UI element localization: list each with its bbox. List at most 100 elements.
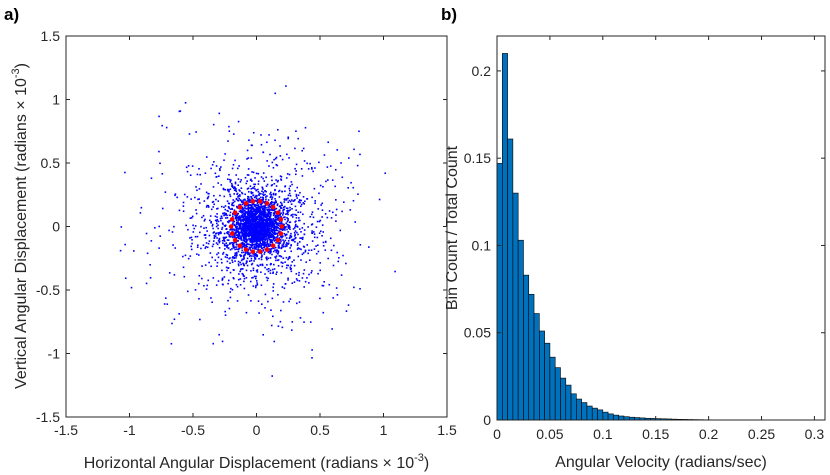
scatter-point: [243, 198, 246, 201]
scatter-point: [191, 242, 193, 245]
scatter-point: [237, 219, 240, 221]
scatter-point: [254, 222, 257, 225]
scatter-point: [326, 166, 329, 168]
scatter-point: [250, 178, 252, 181]
scatter-point: [272, 250, 275, 253]
scatter-point: [280, 255, 283, 258]
scatter-point: [276, 180, 279, 183]
scatter-point: [258, 230, 261, 232]
scatter-point: [266, 219, 268, 222]
scatter-point: [286, 216, 288, 219]
scatter-point: [196, 173, 199, 176]
scatter-point: [254, 236, 256, 238]
scatter-point: [232, 256, 234, 258]
scatter-point: [221, 222, 224, 225]
scatter-point: [255, 208, 257, 211]
scatter-point: [227, 178, 229, 181]
scatter-point: [222, 223, 224, 225]
scatter-point: [277, 247, 280, 249]
scatter-point: [261, 263, 264, 266]
scatter-point: [288, 237, 291, 240]
scatter-point: [247, 174, 250, 176]
scatter-point: [254, 277, 257, 280]
scatter-point: [291, 214, 293, 216]
scatter-point: [254, 253, 257, 255]
scatter-point: [243, 228, 246, 230]
scatter-point: [260, 206, 263, 209]
scatter-point: [295, 209, 297, 211]
scatter-point: [266, 233, 268, 235]
scatter-point: [228, 235, 231, 238]
reference-circle-dot: [264, 201, 270, 206]
scatter-point: [254, 216, 256, 218]
scatter-point: [253, 196, 256, 199]
scatter-point: [271, 198, 273, 201]
scatter-point: [273, 219, 275, 221]
scatter-point: [211, 225, 214, 227]
scatter-point: [279, 175, 282, 177]
scatter-point: [257, 223, 260, 225]
scatter-point: [245, 240, 248, 242]
scatter-point: [308, 282, 310, 284]
scatter-point: [249, 210, 252, 212]
scatter-point: [261, 190, 263, 193]
scatter-point: [263, 242, 266, 245]
scatter-point: [278, 222, 281, 225]
scatter-point: [289, 209, 291, 211]
scatter-point: [220, 232, 222, 234]
scatter-point: [287, 225, 290, 228]
scatter-point: [205, 288, 208, 290]
scatter-point: [179, 110, 182, 112]
scatter-point: [310, 271, 313, 274]
scatter-point: [209, 215, 212, 217]
scatter-point: [286, 211, 289, 213]
scatter-point: [250, 187, 253, 190]
scatter-point: [237, 196, 239, 198]
scatter-point: [295, 278, 298, 280]
scatter-point: [314, 200, 316, 202]
scatter-point: [233, 209, 236, 211]
scatter-point: [350, 181, 352, 184]
scatter-point: [239, 278, 242, 280]
scatter-point: [270, 234, 273, 236]
scatter-point: [241, 228, 244, 231]
scatter-point: [255, 248, 258, 250]
scatter-point: [216, 261, 219, 264]
scatter-point: [247, 195, 249, 198]
scatter-point: [245, 221, 247, 224]
scatter-point: [236, 214, 239, 216]
reference-circle-dot: [257, 249, 263, 254]
scatter-point: [283, 287, 286, 290]
scatter-point: [258, 312, 260, 314]
scatter-point: [174, 194, 176, 197]
scatter-point: [244, 244, 247, 247]
scatter-point: [245, 220, 248, 223]
scatter-point: [186, 170, 189, 173]
scatter-point: [252, 230, 254, 233]
scatter-point: [203, 234, 206, 236]
scatter-point: [228, 307, 231, 310]
scatter-point: [294, 223, 297, 226]
scatter-point: [249, 240, 251, 243]
scatter-point: [282, 211, 285, 214]
scatter-point: [166, 303, 169, 305]
scatter-point: [265, 234, 268, 237]
scatter-point: [242, 251, 245, 254]
scatter-point: [209, 219, 211, 222]
scatter-point: [239, 261, 241, 264]
scatter-point: [307, 252, 309, 255]
scatter-point: [221, 239, 224, 242]
scatter-point: [311, 270, 313, 272]
scatter-point: [254, 232, 257, 235]
scatter-point: [267, 237, 270, 239]
scatter-point: [247, 196, 250, 198]
scatter-point: [270, 193, 273, 196]
scatter-point: [306, 244, 308, 246]
scatter-point: [250, 263, 253, 266]
scatter-point: [287, 136, 290, 139]
scatter-point: [269, 221, 272, 224]
scatter-point: [264, 230, 267, 233]
scatter-point: [217, 227, 219, 230]
scatter-point: [210, 221, 212, 224]
scatter-point: [318, 192, 320, 195]
